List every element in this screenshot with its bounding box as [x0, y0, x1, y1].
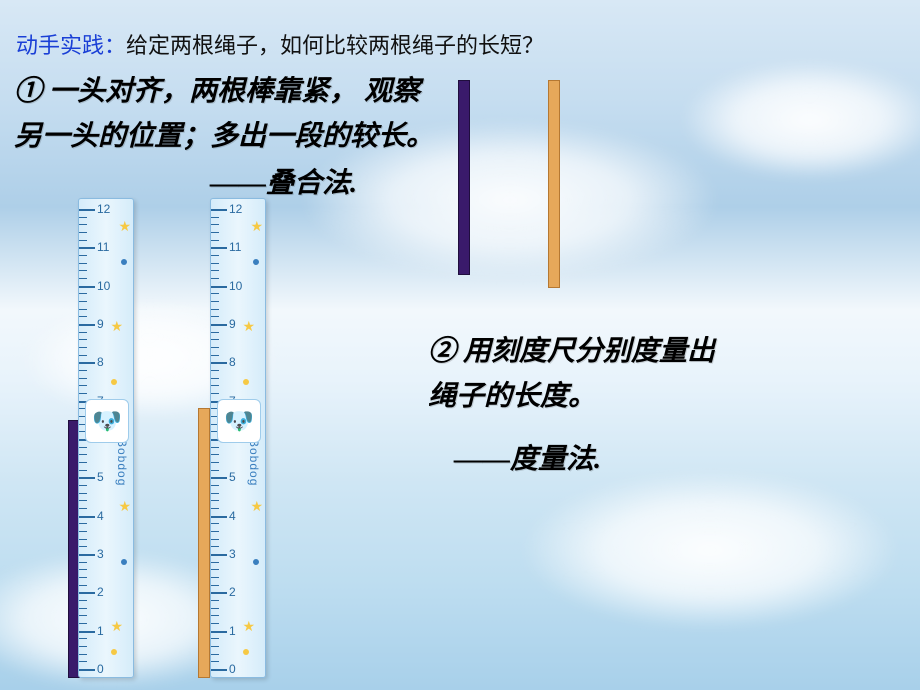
ruler-number: 3: [97, 547, 104, 561]
method1-text: ① 一头对齐，两根棒靠紧， 观察 另一头的位置；多出一段的较长。: [14, 70, 554, 160]
ruler-number: 0: [97, 662, 104, 676]
rope-orange-measured: [198, 408, 210, 678]
ruler-number: 9: [97, 317, 104, 331]
ruler-mascot: 🐶: [85, 399, 129, 443]
method2-line1: ② 用刻度尺分别度量出: [428, 330, 888, 375]
method2-line2: 绳子的长度。: [428, 375, 888, 420]
ruler-number: 1: [229, 624, 236, 638]
prompt-question: 给定两根绳子，如何比较两根绳子的长短？: [126, 33, 544, 58]
ruler-brand: Bobdog: [115, 439, 129, 486]
ruler-number: 12: [97, 202, 110, 216]
ruler-number: 11: [97, 240, 109, 254]
ruler-number: 4: [229, 509, 236, 523]
ruler-number: 5: [229, 470, 236, 484]
ruler-brand: Bobdog: [247, 439, 261, 486]
ruler-number: 8: [97, 355, 104, 369]
ruler-number: 11: [229, 240, 241, 254]
ruler-left: Bobdog 0123456789101112★★★★🐶: [78, 198, 134, 678]
method1-line1: ① 一头对齐，两根棒靠紧， 观察: [14, 70, 554, 115]
method2-name: ——度量法.: [454, 438, 601, 483]
ruler-mascot: 🐶: [217, 399, 261, 443]
prompt-line: 动手实践：给定两根绳子，如何比较两根绳子的长短？: [16, 28, 544, 60]
ruler-number: 10: [97, 279, 110, 293]
ruler-right: Bobdog 0123456789101112★★★★🐶: [210, 198, 266, 678]
prompt-label: 动手实践：: [16, 33, 126, 58]
ruler-number: 4: [97, 509, 104, 523]
ruler-number: 1: [97, 624, 104, 638]
ruler-number: 2: [229, 585, 236, 599]
ruler-number: 5: [97, 470, 104, 484]
method2-text: ② 用刻度尺分别度量出 绳子的长度。: [428, 330, 888, 420]
ruler-number: 0: [229, 662, 236, 676]
method1-name: ——叠合法.: [210, 162, 357, 207]
ruler-number: 3: [229, 547, 236, 561]
ruler-number: 8: [229, 355, 236, 369]
ruler-number: 9: [229, 317, 236, 331]
ruler-number: 2: [97, 585, 104, 599]
method1-line2: 另一头的位置；多出一段的较长。: [14, 115, 554, 160]
ruler-number: 10: [229, 279, 242, 293]
